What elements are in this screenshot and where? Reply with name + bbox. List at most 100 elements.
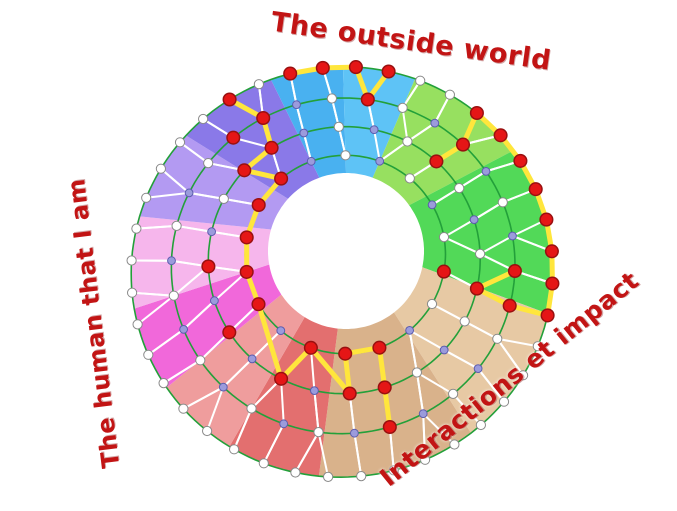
red-node <box>382 419 397 435</box>
white-node <box>426 298 438 310</box>
purple-node <box>375 156 385 166</box>
white-node <box>253 79 264 90</box>
white-node <box>492 333 503 344</box>
white-node <box>158 378 169 389</box>
spoke <box>452 393 482 426</box>
white-node <box>333 121 344 132</box>
purple-node <box>179 325 189 334</box>
sector-purple-dark <box>186 79 320 199</box>
spoke <box>379 140 409 163</box>
purple-node <box>350 428 359 438</box>
spoke <box>131 291 174 297</box>
red-node <box>360 92 375 107</box>
white-node <box>202 425 213 437</box>
spoke <box>136 224 177 230</box>
spoke <box>431 187 460 206</box>
white-node <box>498 396 510 407</box>
red-node <box>274 171 289 186</box>
white-node <box>143 349 154 360</box>
ring-line <box>207 125 482 395</box>
white-node <box>323 471 334 482</box>
white-node <box>127 287 138 298</box>
red-node <box>436 264 451 279</box>
white-node <box>402 136 413 147</box>
spoke <box>294 431 320 474</box>
purple-node <box>508 231 517 241</box>
spoke <box>401 107 409 142</box>
purple-node <box>167 256 176 266</box>
spoke <box>302 132 313 162</box>
white-node <box>218 193 229 204</box>
white-node <box>126 255 137 266</box>
sector-magenta <box>134 264 282 388</box>
red-node <box>264 140 279 155</box>
purple-node <box>473 364 483 374</box>
white-node <box>497 197 508 208</box>
spoke <box>373 129 381 162</box>
spoke <box>317 431 330 478</box>
spoke <box>443 218 475 238</box>
red-node <box>545 276 560 291</box>
white-node <box>258 458 269 469</box>
red-node <box>381 64 396 79</box>
white-node <box>195 355 206 366</box>
spoke <box>353 433 363 477</box>
spoke <box>464 320 498 340</box>
red-node <box>256 110 271 126</box>
white-node <box>454 183 465 194</box>
red-node <box>469 105 484 121</box>
spoke <box>280 378 285 424</box>
red-node <box>222 325 237 340</box>
red-node <box>342 386 357 401</box>
spoke <box>182 386 224 410</box>
white-node <box>141 192 152 203</box>
spoke <box>309 347 316 391</box>
spoke <box>137 294 175 326</box>
white-node <box>444 89 455 100</box>
purple-node <box>369 125 379 135</box>
spoke <box>406 122 436 143</box>
white-node <box>326 93 337 104</box>
white-node <box>246 403 257 414</box>
spoke <box>163 359 201 384</box>
spoke <box>222 358 253 388</box>
spoke <box>251 329 282 360</box>
red-node <box>251 197 266 213</box>
yellow-path <box>227 97 393 430</box>
spoke <box>388 426 395 471</box>
purple-node <box>210 296 219 306</box>
sector-purple-light <box>139 135 288 230</box>
spoke <box>213 271 248 302</box>
white-node <box>174 137 186 148</box>
sector-blue-left <box>270 66 346 178</box>
purple-node <box>405 326 415 335</box>
red-node <box>493 128 508 143</box>
purple-node <box>439 345 449 355</box>
white-node <box>459 316 470 327</box>
red-node <box>528 182 543 197</box>
red-node <box>372 340 387 355</box>
red-node <box>502 298 517 313</box>
red-node <box>540 308 555 323</box>
spoke <box>473 201 504 221</box>
white-node <box>532 341 543 352</box>
spoke <box>497 337 538 348</box>
white-node <box>356 471 367 482</box>
white-node <box>388 465 399 476</box>
red-node <box>201 259 216 274</box>
spoke <box>422 412 456 446</box>
red-node <box>348 60 363 75</box>
red-node <box>239 264 254 279</box>
spoke <box>433 94 451 124</box>
white-node <box>229 444 240 455</box>
red-node <box>237 163 252 178</box>
white-node <box>168 290 179 301</box>
spoke <box>188 191 225 200</box>
white-node <box>475 419 486 431</box>
purple-node <box>469 215 479 225</box>
purple-node <box>279 419 289 429</box>
red-node <box>239 230 254 245</box>
spoke <box>431 303 466 323</box>
red-node <box>429 154 444 169</box>
